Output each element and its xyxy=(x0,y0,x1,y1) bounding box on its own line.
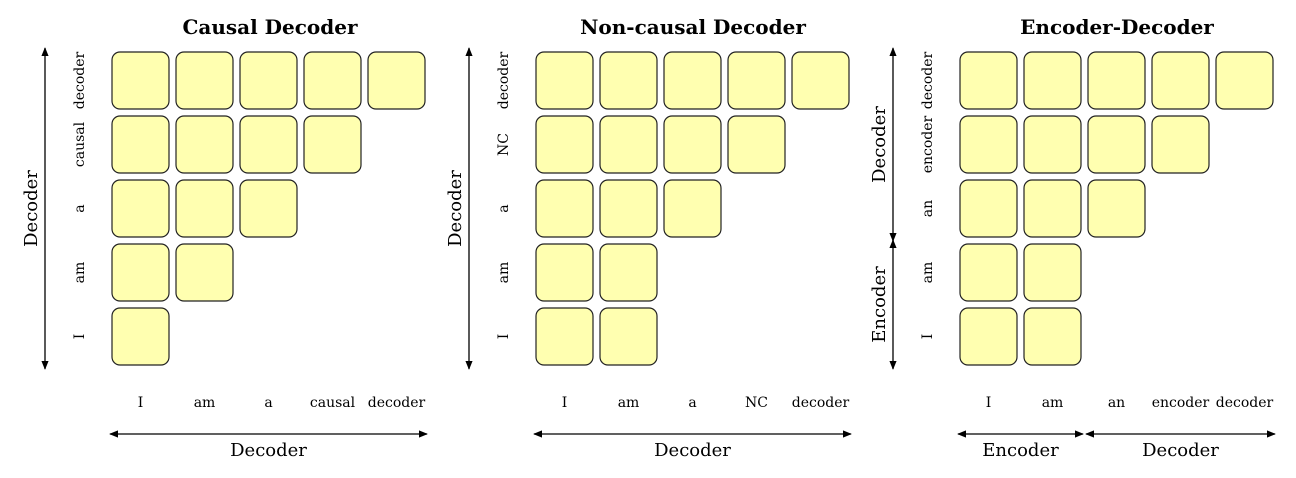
x-token-label: decoder xyxy=(1216,395,1274,411)
y-token-label: I xyxy=(496,334,512,340)
x-token-label: encoder xyxy=(1152,395,1210,411)
y-token-label: am xyxy=(496,262,512,284)
x-token-label: am xyxy=(618,395,640,411)
y-token-label: I xyxy=(920,334,936,340)
y-token-label: am xyxy=(72,262,88,284)
attention-cell xyxy=(239,179,298,238)
x-axis-label: Decoder xyxy=(230,440,307,461)
attention-cell xyxy=(1023,51,1082,110)
attention-cell xyxy=(111,179,170,238)
attention-cell xyxy=(959,179,1018,238)
y-axis-label: Encoder xyxy=(869,266,890,343)
attention-cell xyxy=(791,51,850,110)
attention-cell xyxy=(959,243,1018,302)
attention-cell xyxy=(599,307,658,366)
x-token-label: NC xyxy=(745,395,768,411)
y-token-label: decoder xyxy=(496,51,512,109)
attention-cell xyxy=(111,51,170,110)
x-token-label: decoder xyxy=(368,395,426,411)
attention-cell xyxy=(663,179,722,238)
x-axis-label: Decoder xyxy=(654,440,731,461)
x-token-label: I xyxy=(138,395,144,411)
attention-cell xyxy=(599,179,658,238)
attention-cell xyxy=(111,243,170,302)
attention-cell xyxy=(1087,115,1146,174)
x-axis-label: Encoder xyxy=(982,440,1059,461)
attention-cell xyxy=(599,243,658,302)
attention-cell xyxy=(239,115,298,174)
attention-cell xyxy=(1023,307,1082,366)
attention-cell xyxy=(1023,243,1082,302)
y-token-label: decoder xyxy=(920,51,936,109)
y-token-label: decoder xyxy=(72,51,88,109)
attention-cell xyxy=(367,51,426,110)
x-token-label: a xyxy=(688,395,696,411)
y-axis-label: Decoder xyxy=(869,106,890,183)
attention-cell xyxy=(727,115,786,174)
y-token-label: causal xyxy=(72,121,88,167)
attention-cell xyxy=(959,51,1018,110)
y-token-label: an xyxy=(920,200,936,217)
attention-cell xyxy=(535,115,594,174)
attention-cell xyxy=(959,115,1018,174)
attention-cell xyxy=(1023,179,1082,238)
attention-cell xyxy=(663,115,722,174)
attention-cell xyxy=(535,179,594,238)
x-axis-label: Decoder xyxy=(1142,440,1219,461)
attention-cell xyxy=(303,51,362,110)
y-token-label: I xyxy=(72,334,88,340)
attention-cell xyxy=(959,307,1018,366)
x-token-label: I xyxy=(986,395,992,411)
attention-cell xyxy=(1151,115,1210,174)
attention-cell xyxy=(1087,179,1146,238)
attention-cell xyxy=(663,51,722,110)
x-token-label: am xyxy=(194,395,216,411)
attention-cell xyxy=(1023,115,1082,174)
y-axis-label: Decoder xyxy=(21,170,42,247)
attention-cell xyxy=(1215,51,1274,110)
attention-cell xyxy=(111,307,170,366)
y-token-label: NC xyxy=(496,133,512,156)
y-token-label: a xyxy=(72,204,88,212)
attention-cell xyxy=(599,115,658,174)
panel-title: Causal Decoder xyxy=(182,15,357,39)
x-token-label: a xyxy=(264,395,272,411)
y-axis-label: Decoder xyxy=(445,170,466,247)
x-token-label: causal xyxy=(310,395,356,411)
y-token-label: am xyxy=(920,262,936,284)
x-token-label: I xyxy=(562,395,568,411)
attention-cell xyxy=(175,243,234,302)
attention-cell xyxy=(175,115,234,174)
attention-cell xyxy=(303,115,362,174)
attention-cell xyxy=(1151,51,1210,110)
attention-cell xyxy=(239,51,298,110)
attention-cell xyxy=(599,51,658,110)
x-token-label: an xyxy=(1108,395,1125,411)
attention-cell xyxy=(175,51,234,110)
panel-title: Non-causal Decoder xyxy=(580,15,806,39)
attention-cell xyxy=(535,307,594,366)
panel-title: Encoder-Decoder xyxy=(1020,15,1214,39)
attention-cell xyxy=(535,51,594,110)
x-token-label: decoder xyxy=(792,395,850,411)
x-token-label: am xyxy=(1042,395,1064,411)
attention-cell xyxy=(1087,51,1146,110)
attention-cell xyxy=(727,51,786,110)
attention-cell xyxy=(535,243,594,302)
attention-cell xyxy=(111,115,170,174)
y-token-label: a xyxy=(496,204,512,212)
attention-cell xyxy=(175,179,234,238)
y-token-label: encoder xyxy=(920,115,936,173)
